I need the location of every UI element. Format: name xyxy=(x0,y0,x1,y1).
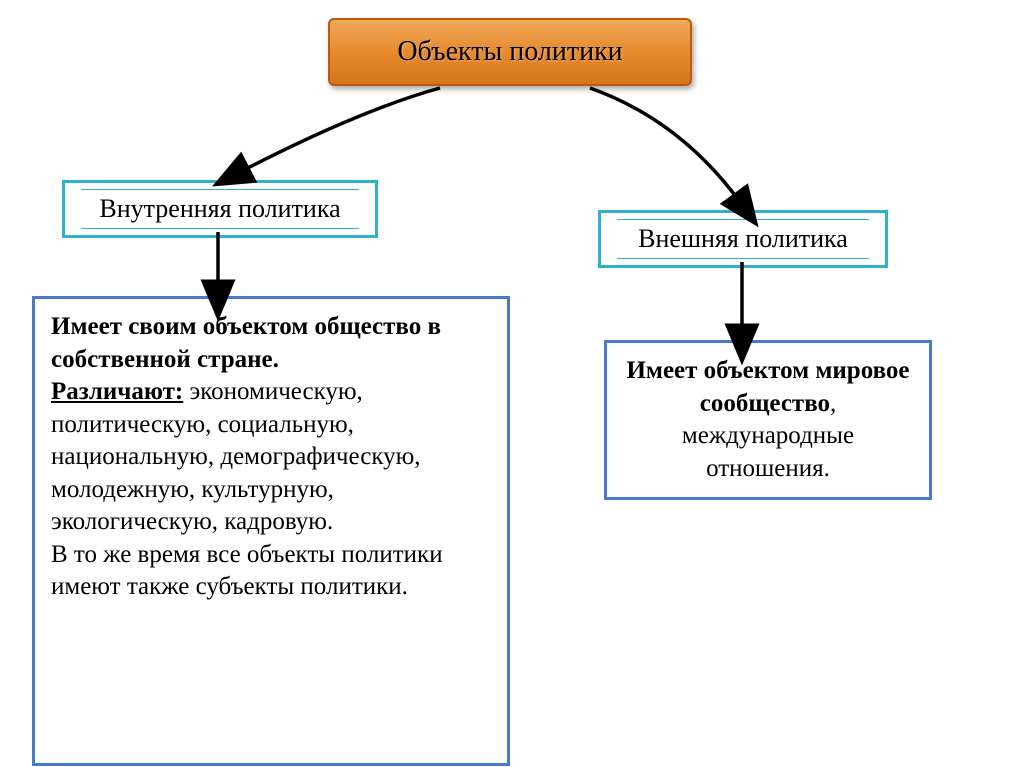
right-subtitle-text: Внешняя политика xyxy=(638,224,848,253)
left-desc-bold2: Различают: xyxy=(51,378,183,405)
left-desc-bold1: Имеет своим объектом общество в собствен… xyxy=(51,313,441,373)
right-desc-bold: Имеет объектом мировое сообщество xyxy=(626,357,909,417)
left-subtitle-text: Внутренняя политика xyxy=(99,194,340,223)
title-text: Объекты политики xyxy=(397,36,622,68)
right-subtitle-inner: Внешняя политика xyxy=(617,219,869,259)
title-box: Объекты политики xyxy=(328,18,692,86)
left-subtitle-inner: Внутренняя политика xyxy=(81,189,359,229)
left-subtitle-box: Внутренняя политика xyxy=(62,180,378,238)
left-description-box: Имеет своим объектом общество в собствен… xyxy=(32,296,510,766)
right-subtitle-box: Внешняя политика xyxy=(598,210,888,268)
left-desc-plain2: В то же время все объекты политики имеют… xyxy=(51,541,443,601)
right-description-box: Имеет объектом мировое сообщество, между… xyxy=(604,340,932,500)
